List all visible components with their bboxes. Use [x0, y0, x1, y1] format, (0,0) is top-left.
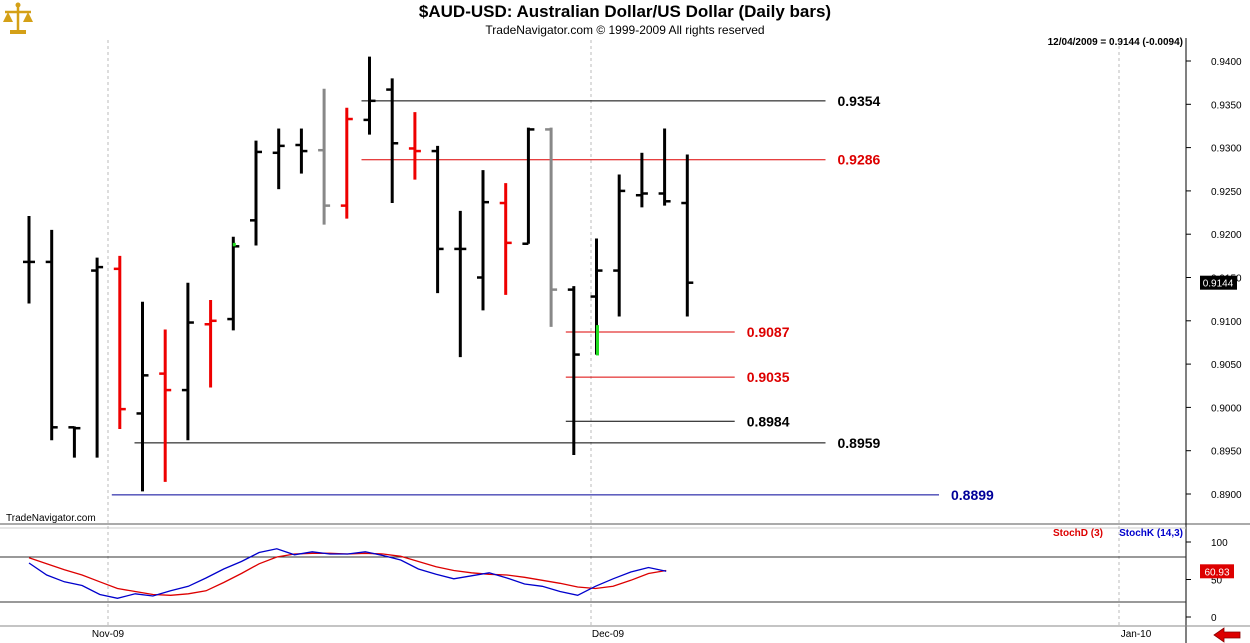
price-ytick-label: 0.9000: [1211, 403, 1242, 414]
stoch-last-box: [1200, 564, 1234, 579]
price-ytick-label: 0.9400: [1211, 57, 1242, 68]
xtick-nov: Nov-09: [92, 629, 125, 640]
support-resistance-levels: 0.9354 0.9286 0.9087 0.9035 0.8984 0.8959 0.88…: [111, 93, 994, 503]
legend-stochd: StochD (3): [1053, 528, 1103, 539]
ohlc-bar: [295, 128, 308, 174]
stoch-ytick-label: 100: [1211, 538, 1228, 549]
x-axis: Nov-09 Dec-09 Jan-10: [92, 629, 1152, 640]
price-panel: [0, 38, 1250, 643]
ohlc-bar: [545, 127, 558, 327]
ohlc-bar: [68, 426, 81, 458]
level-label: 0.9354: [838, 93, 881, 109]
stoch-series-line: [28, 548, 667, 599]
ohlc-bar: [454, 210, 467, 358]
price-ytick-label: 0.9250: [1211, 187, 1242, 198]
stoch-series-line: [28, 552, 667, 596]
xtick-jan: Jan-10: [1121, 629, 1152, 640]
scroll-left-arrow-icon[interactable]: [1210, 627, 1250, 643]
ohlc-bar: [227, 236, 240, 331]
price-ytick-label: 0.8950: [1211, 447, 1242, 458]
level-label: 0.8899: [951, 487, 994, 503]
ohlc-bars: [23, 56, 694, 492]
ohlc-bar: [159, 329, 172, 482]
chart-title: $AUD-USD: Australian Dollar/US Dollar (D…: [419, 2, 831, 21]
ohlc-bar: [635, 152, 648, 208]
ohlc-bar: [658, 128, 671, 206]
last-price-box: [1200, 275, 1237, 290]
price-ytick-label: 0.8900: [1211, 490, 1242, 501]
xtick-dec: Dec-09: [592, 629, 625, 640]
stoch-ytick-label: 50: [1211, 576, 1223, 587]
ohlc-bar: [477, 170, 489, 311]
last-quote: 12/04/2009 = 0.9144 (-0.0094): [1048, 37, 1183, 48]
stoch-last-label: 60.93: [1204, 567, 1229, 578]
ohlc-bar: [181, 282, 194, 441]
price-ytick-label: 0.9100: [1211, 317, 1242, 328]
ohlc-bar: [136, 301, 149, 492]
ohlc-bar: [431, 145, 444, 294]
price-y-axis: 0.94000.93500.93000.92500.92000.91500.91…: [1186, 57, 1242, 501]
ohlc-bar: [91, 257, 104, 458]
ohlc-bar: [681, 154, 694, 317]
ohlc-bar: [250, 140, 262, 246]
ohlc-bar: [499, 183, 512, 295]
copyright-subtitle: TradeNavigator.com © 1999-2009 All right…: [485, 23, 764, 37]
ohlc-bar: [567, 286, 580, 456]
ohlc-bar: [363, 56, 376, 135]
last-price-marker: 0.9144: [1200, 275, 1237, 290]
watermark: TradeNavigator.com: [6, 513, 96, 524]
legend-stochk: StochK (14,3): [1119, 528, 1183, 539]
ohlc-bar: [408, 112, 421, 180]
price-ytick-label: 0.9050: [1211, 360, 1242, 371]
price-ytick-label: 0.9350: [1211, 100, 1242, 111]
scales-logo-icon: [0, 0, 36, 36]
price-ytick-label: 0.9200: [1211, 230, 1242, 241]
ohlc-bar: [340, 107, 353, 219]
level-label: 0.9286: [838, 152, 881, 168]
ohlc-bar: [613, 174, 626, 317]
price-ytick-label: 0.9300: [1211, 144, 1242, 155]
ohlc-bar: [272, 128, 285, 190]
level-label: 0.9087: [747, 324, 790, 340]
last-price-label: 0.9144: [1203, 279, 1234, 290]
stochastic-panel: StochD (3) StochK (14,3) 100 50 0 60.93: [0, 528, 1234, 624]
ohlc-bar: [204, 300, 217, 388]
ohlc-bar: [386, 78, 399, 204]
level-label: 0.8984: [747, 413, 790, 429]
ohlc-bar: [45, 229, 58, 441]
ohlc-bar: [522, 127, 535, 245]
level-label: 0.9035: [747, 369, 790, 385]
ohlc-bar: [318, 88, 331, 225]
stoch-ytick-label: 0: [1211, 613, 1217, 624]
ohlc-bar: [23, 216, 35, 304]
level-label: 0.8959: [838, 435, 881, 451]
ohlc-bar: [113, 255, 126, 430]
